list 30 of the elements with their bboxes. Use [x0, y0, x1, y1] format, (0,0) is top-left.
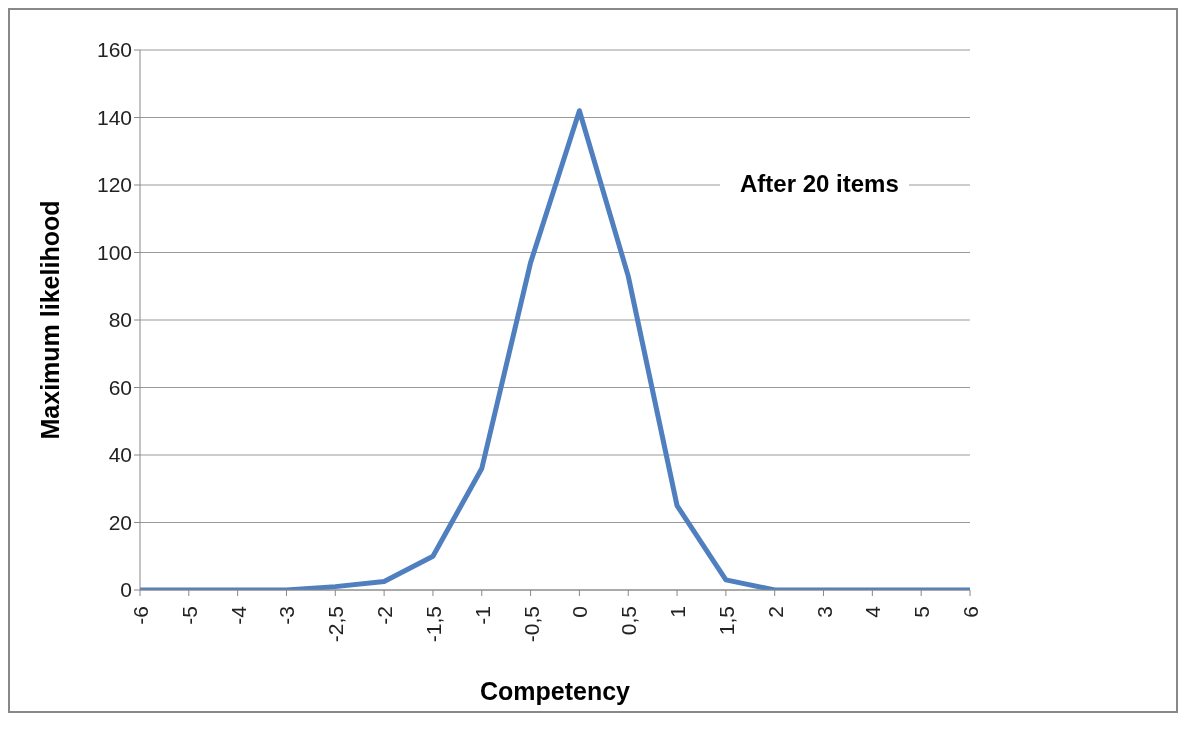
x-tick-label: -3 — [275, 606, 299, 625]
annotation: After 20 items — [720, 170, 909, 198]
y-tick-label: 100 — [96, 240, 132, 264]
y-axis-title: Maximum likelihood — [35, 200, 64, 440]
x-tick-label: -2 — [373, 606, 397, 625]
y-tick-label: 60 — [108, 375, 132, 399]
x-tick-label: 0 — [568, 606, 592, 618]
x-tick-label: -0,5 — [519, 606, 543, 643]
y-tick-label: 160 — [96, 38, 132, 62]
x-tick-label: 6 — [959, 606, 982, 618]
x-tick-label: -1 — [470, 606, 494, 625]
x-tick-label: -4 — [226, 605, 250, 625]
y-tick-label: 40 — [108, 443, 132, 467]
y-tick-label: 20 — [108, 510, 132, 534]
x-tick-label: 2 — [763, 606, 787, 618]
x-tick-label: 0,5 — [617, 606, 641, 636]
y-tick-label: 80 — [108, 308, 132, 332]
x-tick-label: -1,5 — [421, 606, 445, 643]
x-axis-title: Competency — [479, 677, 631, 705]
x-tick-label: 3 — [812, 606, 836, 618]
y-tick-label: 140 — [96, 105, 132, 129]
x-tick-label: 5 — [910, 606, 934, 618]
y-tick-label: 120 — [96, 173, 132, 197]
x-tick-label: -2,5 — [324, 606, 348, 643]
y-tick-label: 0 — [120, 578, 132, 602]
x-tick-label: -5 — [177, 606, 201, 625]
x-tick-label: 1 — [666, 606, 690, 618]
x-tick-label: 4 — [861, 605, 885, 618]
x-tick-label: -6 — [129, 606, 152, 625]
x-tick-label: 1,5 — [714, 606, 738, 636]
